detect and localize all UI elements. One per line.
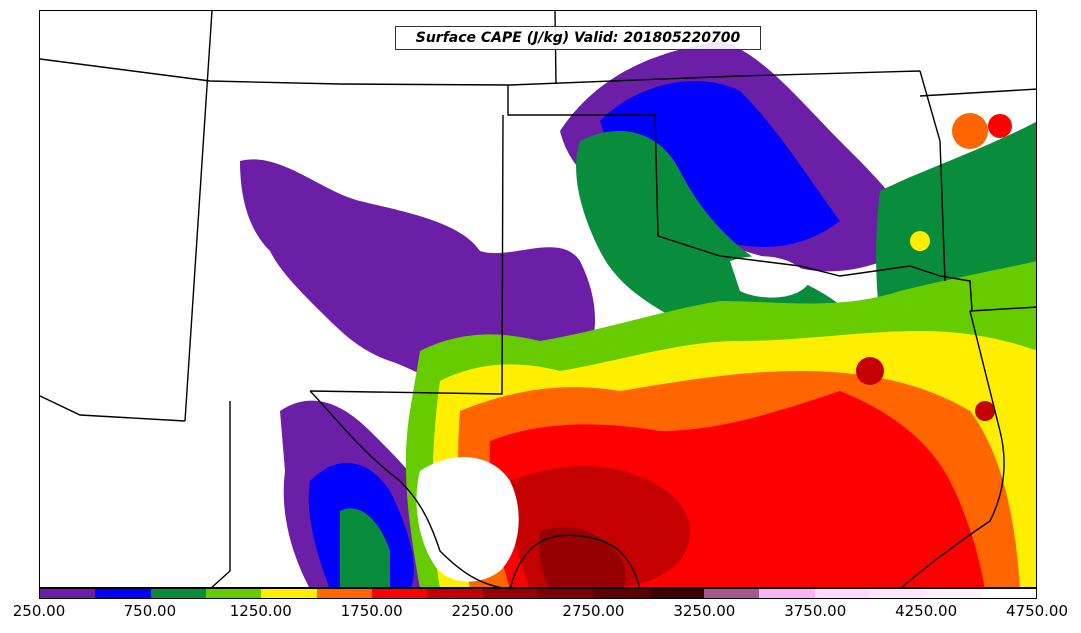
- colorbar-swatch: [925, 589, 981, 598]
- colorbar-tick-label: 2250.00: [451, 602, 514, 620]
- map-panel: Surface CAPE (J/kg) Valid: 201805220700: [39, 10, 1037, 588]
- colorbar-swatch: [869, 589, 926, 598]
- colorbar-swatch: [316, 589, 372, 598]
- colorbar-swatch: [150, 589, 206, 598]
- border-line: [309, 114, 504, 395]
- colorbar-tick-label: 250.00: [12, 602, 66, 620]
- border-line: [919, 88, 1036, 97]
- border-line: [40, 58, 921, 86]
- cape-clear-area-north: [730, 256, 810, 298]
- colorbar-swatch: [261, 589, 317, 598]
- cape-contour-purple-west: [240, 159, 595, 380]
- cape-spot: [988, 114, 1012, 138]
- cape-clear-area: [416, 457, 519, 582]
- colorbar-swatch: [814, 589, 870, 598]
- border-line: [184, 11, 213, 422]
- cape-spot: [856, 357, 884, 385]
- border-line: [40, 395, 186, 422]
- cape-contour-green-sw: [340, 508, 390, 587]
- colorbar-swatch: [482, 589, 538, 598]
- border-line: [901, 310, 1005, 587]
- colorbar-swatch: [40, 589, 96, 598]
- colorbar-tick-label: 3750.00: [784, 602, 847, 620]
- colorbar-swatch: [95, 589, 151, 598]
- colorbar-swatch: [371, 589, 428, 598]
- cape-spot: [975, 401, 995, 421]
- cape-field: [240, 41, 1036, 587]
- colorbar-swatch: [537, 589, 594, 598]
- colorbar: [39, 588, 1037, 599]
- border-line: [507, 85, 973, 312]
- state-borders: [40, 11, 1036, 587]
- colorbar-swatch: [648, 589, 704, 598]
- colorbar-tick-label: 750.00: [123, 602, 177, 620]
- colorbar-tick-label: 2750.00: [562, 602, 625, 620]
- colorbar-swatch: [759, 589, 815, 598]
- colorbar-swatch: [205, 589, 262, 598]
- border-line: [509, 534, 641, 587]
- cape-spot: [952, 113, 988, 149]
- border-line: [309, 390, 502, 587]
- cape-spot: [910, 231, 930, 251]
- border-line: [969, 306, 1036, 312]
- colorbar-tick-label: 1750.00: [340, 602, 403, 620]
- colorbar-swatch: [593, 589, 649, 598]
- border-line: [919, 70, 946, 282]
- border-line: [211, 401, 231, 587]
- colorbar-swatch: [703, 589, 760, 598]
- colorbar-tick-label: 1250.00: [229, 602, 292, 620]
- colorbar-tick-label: 4250.00: [895, 602, 958, 620]
- cape-map: [40, 11, 1036, 587]
- colorbar-swatch: [980, 589, 1036, 598]
- map-title: Surface CAPE (J/kg) Valid: 201805220700: [395, 26, 761, 50]
- colorbar-tick-label: 3250.00: [673, 602, 736, 620]
- colorbar-swatch: [427, 589, 483, 598]
- colorbar-tick-label: 4750.00: [1005, 602, 1069, 620]
- colorbar-ticks: 250.00 750.00 1250.00 1750.00 2250.00 2750.00…: [0, 599, 1081, 633]
